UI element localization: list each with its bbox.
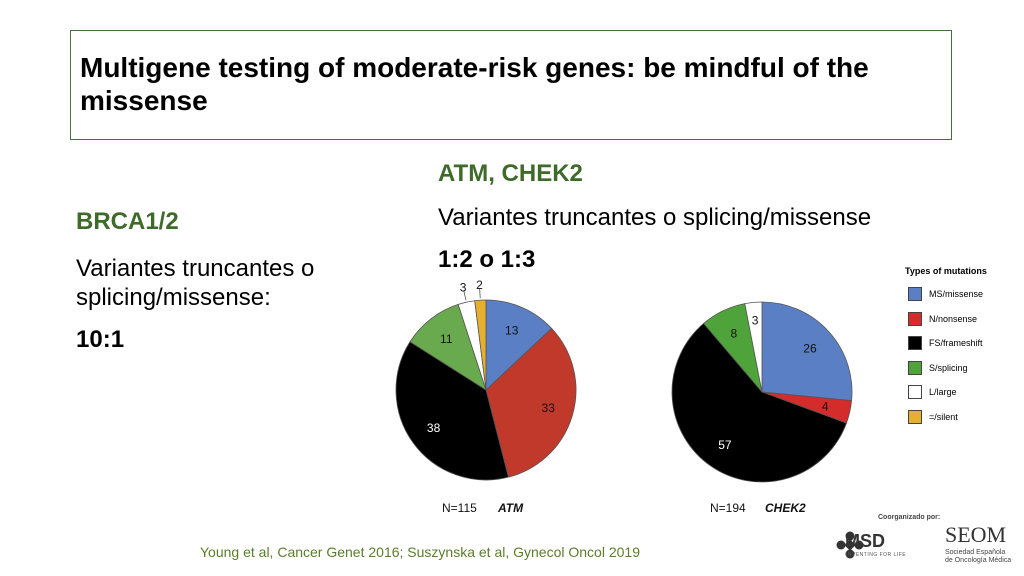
coorganized-label: Coorganizado por: — [878, 514, 941, 521]
atm-chek2-text: Variantes truncantes o splicing/missense — [438, 204, 872, 231]
pie-value-label: 2 — [476, 278, 483, 292]
pie-value-label: 11 — [440, 332, 453, 346]
pie-slice-frameshift — [395, 341, 509, 481]
pie-value-label: 38 — [427, 421, 441, 435]
legend-label: MS/missense — [929, 289, 984, 300]
legend-item: =/silent — [905, 405, 1015, 430]
legend-swatch — [908, 287, 922, 302]
pie-value-label: 26 — [803, 341, 817, 355]
pie-value-label: 8 — [731, 327, 738, 341]
legend-item: FS/frameshift — [905, 331, 1015, 356]
pie-gene-label: CHEK2 — [765, 501, 806, 515]
title-box: Multigene testing of moderate-risk genes… — [70, 30, 952, 140]
legend-item: N/nonsense — [905, 307, 1015, 332]
legend-title: Types of mutations — [905, 266, 987, 276]
slide-title: Multigene testing of moderate-risk genes… — [80, 52, 869, 116]
pie-value-label: 4 — [822, 399, 829, 413]
legend-swatch — [908, 385, 922, 400]
pie-slice-silent — [474, 299, 487, 391]
pie-slice-missense — [761, 301, 853, 402]
pie-slice-large — [744, 301, 763, 393]
legend-item: S/splicing — [905, 356, 1015, 381]
citation: Young et al, Cancer Genet 2016; Suszynsk… — [200, 544, 640, 560]
legend-label: S/splicing — [929, 362, 968, 373]
legend-swatch — [908, 311, 922, 326]
legend-label: L/large — [929, 387, 957, 398]
atm-chek2-heading: ATM, CHEK2 — [438, 160, 583, 187]
seom-logo-text: SEOM — [945, 522, 1007, 547]
pie-gene-label: ATM — [497, 501, 524, 515]
pie-leader-line — [463, 290, 467, 301]
legend: Types of mutations MS/missense N/nonsense… — [905, 266, 1015, 429]
brca-heading: BRCA1/2 — [76, 208, 179, 235]
legend-swatch — [908, 409, 922, 424]
seom-subtitle-2: de Oncología Médica — [945, 557, 1012, 564]
pie-value-label: 13 — [505, 324, 519, 338]
pie-n-label: N=194 — [710, 501, 746, 515]
legend-item: L/large — [905, 380, 1015, 405]
chek2-pie: 26 4 57 83 — [671, 301, 853, 483]
pie-value-label: 3 — [460, 281, 467, 295]
legend-swatch — [908, 360, 922, 375]
pie-leader-line — [479, 288, 481, 299]
pie-value-label: 33 — [542, 401, 556, 415]
pie-slice-nonsense — [485, 327, 577, 478]
brca-text: Variantes truncantes o splicing/missense… — [76, 255, 315, 311]
pie-n-label: N=115 — [442, 501, 477, 515]
msd-logo-text: MSD — [845, 531, 885, 551]
pie-value-label: 57 — [718, 438, 732, 452]
legend-item: MS/missense — [905, 282, 1015, 307]
pie-slice-frameshift — [671, 322, 847, 483]
legend-label: FS/frameshift — [929, 338, 983, 349]
msd-logo-icon — [836, 531, 864, 559]
seom-subtitle-1: Sociedad Española — [945, 549, 1006, 556]
legend-swatch — [908, 336, 922, 351]
pie-value-label: 3 — [752, 313, 759, 327]
atm-chek2-ratio: 1:2 o 1:3 — [438, 246, 536, 273]
legend-label: N/nonsense — [929, 313, 978, 324]
atm-pie: 13 33 38 11 3 2 — [395, 278, 577, 481]
legend-label: =/silent — [929, 411, 958, 422]
msd-tagline: INVENTING FOR LIFE — [846, 552, 907, 558]
pie-slice-missense — [485, 299, 553, 391]
brca-ratio: 10:1 — [76, 326, 125, 353]
